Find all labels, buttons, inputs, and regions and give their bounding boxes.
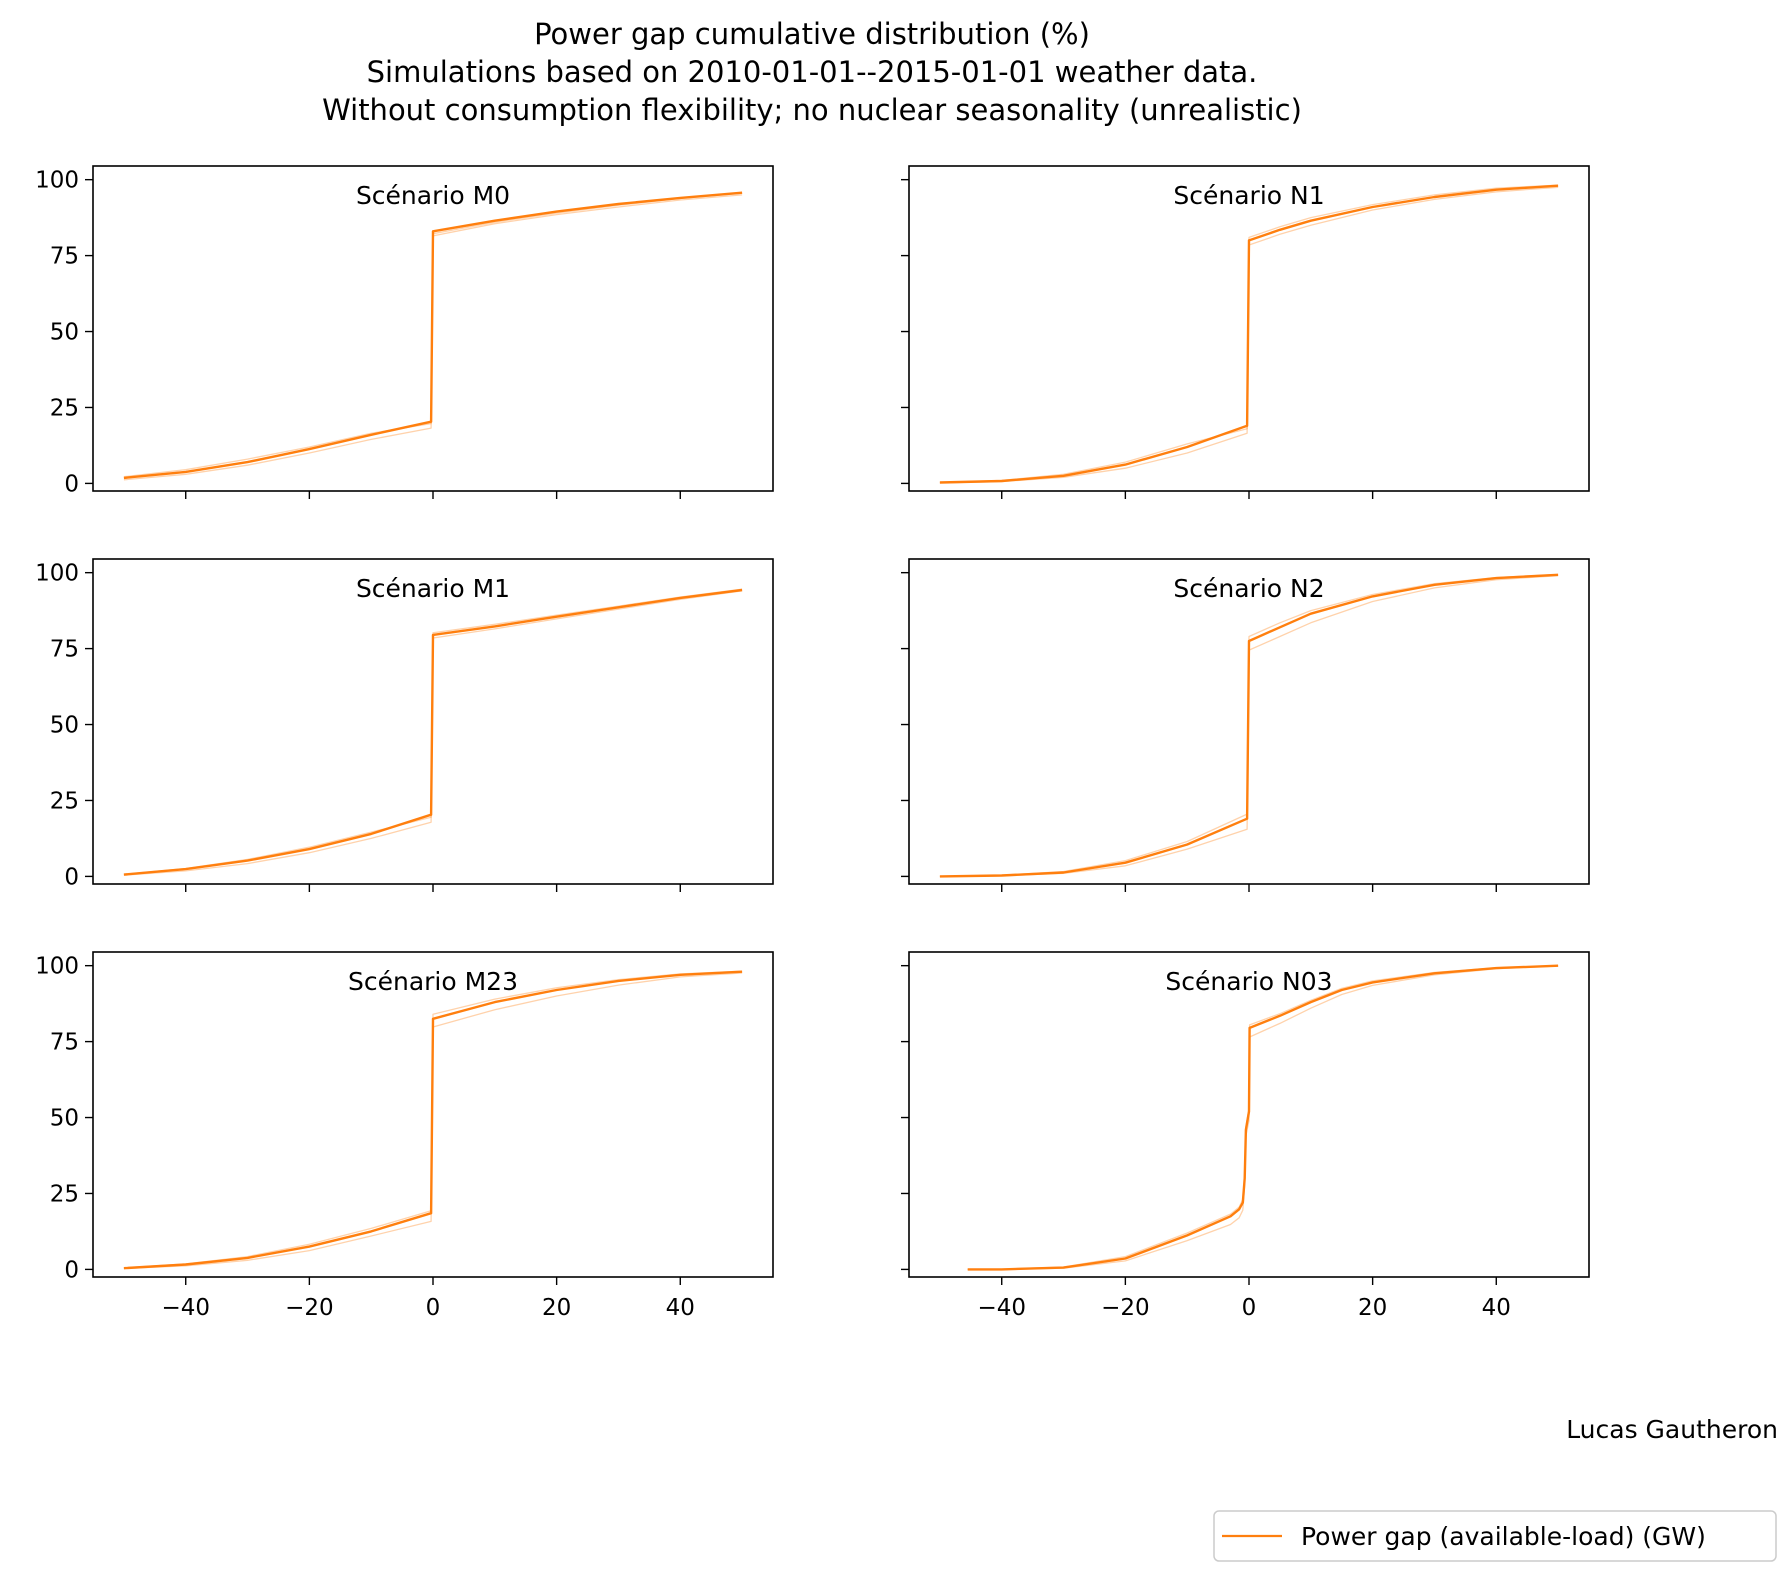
y-tick-label: 0 — [64, 471, 79, 497]
subplot-grid: 0 25 50 75 100 Scénario M0 Scénario N1 0 25 50 75 1… — [35, 165, 1590, 1321]
y-tick-label: 25 — [50, 395, 79, 421]
x-tick-label: 0 — [1242, 1295, 1257, 1321]
y-tick-label: 50 — [50, 713, 79, 739]
x-tick-label: 0 — [426, 1295, 441, 1321]
x-tick-label: 40 — [666, 1295, 695, 1321]
y-tick-label: 50 — [50, 1106, 79, 1132]
x-tick-label: −20 — [285, 1295, 334, 1321]
figure-title: Power gap cumulative distribution (%) Si… — [322, 17, 1302, 127]
faint-cdf-line-2 — [967, 965, 1559, 1271]
y-tick-label: 25 — [50, 788, 79, 814]
x-tick-label: 20 — [1358, 1295, 1387, 1321]
power-gap-cdf-line — [939, 573, 1559, 878]
subplot-title: Scénario N03 — [1165, 967, 1332, 996]
legend-frame — [1213, 1510, 1777, 1562]
subplot-4: Scénario N2 — [901, 558, 1590, 892]
title-line-3: Without consumption flexibility; no nucl… — [322, 93, 1302, 127]
subplot-2: Scénario N1 — [901, 165, 1590, 499]
subplot-5: 0 25 50 75 100 −40 −20 0 20 40 Scénario M23 — [35, 951, 774, 1321]
subplot-title: Scénario N1 — [1173, 181, 1324, 210]
legend: Power gap (available-load) (GW) — [1213, 1510, 1777, 1562]
subplot-title: Scénario M0 — [356, 181, 510, 210]
title-line-1: Power gap cumulative distribution (%) — [534, 17, 1090, 51]
x-tick-label: 40 — [1482, 1295, 1511, 1321]
power-gap-cdf-line — [123, 588, 743, 876]
y-tick-label: 50 — [50, 320, 79, 346]
y-tick-label: 0 — [64, 1257, 79, 1283]
title-line-2: Simulations based on 2010-01-01--2015-01… — [367, 55, 1258, 89]
y-tick-label: 75 — [50, 244, 79, 270]
faint-cdf-line-1 — [967, 965, 1559, 1271]
x-tick-label: −40 — [161, 1295, 210, 1321]
power-gap-cdf-line — [123, 191, 743, 480]
author-credit: Lucas Gautheron — [1566, 1415, 1778, 1444]
subplot-title: Scénario N2 — [1173, 574, 1324, 603]
y-tick-label: 25 — [50, 1181, 79, 1207]
y-tick-label: 75 — [50, 1030, 79, 1056]
power-gap-cdf-line — [123, 970, 743, 1270]
subplot-6: −40 −20 0 20 40 Scénario N03 — [901, 951, 1590, 1321]
y-tick-label: 100 — [35, 168, 79, 194]
legend-label: Power gap (available-load) (GW) — [1301, 1522, 1706, 1551]
subplot-title: Scénario M23 — [348, 967, 518, 996]
x-tick-label: −20 — [1101, 1295, 1150, 1321]
y-tick-label: 0 — [64, 864, 79, 890]
subplot-title: Scénario M1 — [356, 574, 510, 603]
power-gap-cdf-line — [967, 964, 1559, 1271]
x-tick-label: 20 — [542, 1295, 571, 1321]
y-tick-label: 100 — [35, 561, 79, 587]
faint-cdf-line-2 — [939, 184, 1559, 484]
subplot-3: 0 25 50 75 100 Scénario M1 — [35, 558, 774, 892]
y-tick-label: 100 — [35, 954, 79, 980]
subplot-1: 0 25 50 75 100 Scénario M0 — [35, 165, 774, 499]
power-gap-cdf-line — [939, 184, 1559, 484]
y-tick-label: 75 — [50, 637, 79, 663]
x-tick-label: −40 — [977, 1295, 1026, 1321]
